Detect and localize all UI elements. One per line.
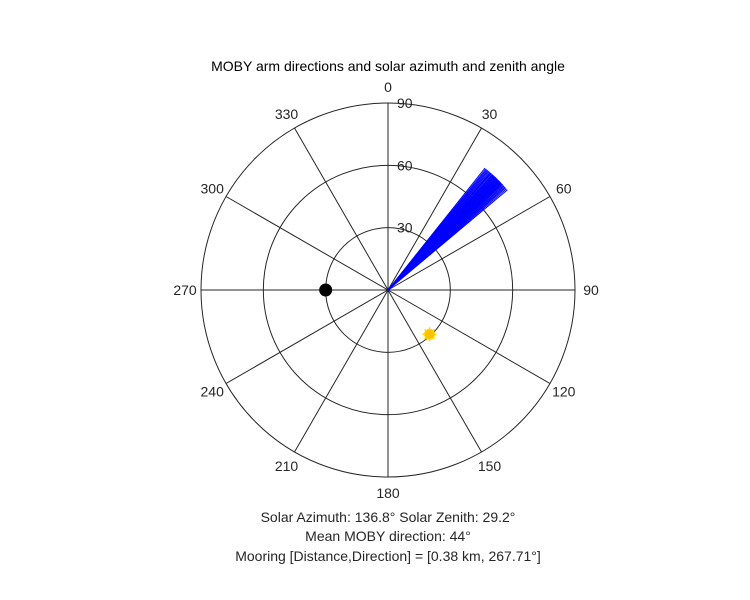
plot-area xyxy=(319,167,508,342)
grid-spoke-150 xyxy=(387,289,482,453)
theta-tick-label: 300 xyxy=(201,181,225,197)
grid-spoke-60 xyxy=(387,196,551,291)
theta-tick-label: 0 xyxy=(384,79,392,95)
annotation-mean-moby-direction: Mean MOBY direction: 44° xyxy=(305,528,471,544)
grid-spoke-300 xyxy=(225,196,389,291)
r-tick-label: 90 xyxy=(397,95,413,111)
grid-spoke-210 xyxy=(294,289,389,453)
r-tick-label: 60 xyxy=(397,157,413,173)
chart-title: MOBY arm directions and solar azimuth an… xyxy=(211,58,565,74)
sun-marker xyxy=(422,327,437,342)
theta-tick-label: 240 xyxy=(201,384,225,400)
mooring-marker xyxy=(319,283,333,297)
theta-tick-label: 330 xyxy=(275,106,299,122)
annotation-solar-angles: Solar Azimuth: 136.8° Solar Zenith: 29.2… xyxy=(261,509,516,525)
theta-tick-label: 120 xyxy=(552,384,576,400)
r-tick-label: 30 xyxy=(397,220,413,236)
annotation-mooring: Mooring [Distance,Direction] = [0.38 km,… xyxy=(235,548,541,564)
theta-tick-label: 150 xyxy=(478,458,502,474)
grid-spoke-30 xyxy=(387,127,482,291)
polar-grid xyxy=(200,102,576,478)
moby-arm-direction-line xyxy=(387,189,508,291)
grid-spoke-240 xyxy=(225,289,389,384)
grid-spoke-330 xyxy=(294,127,389,291)
sun-disc xyxy=(424,328,436,340)
theta-tick-label: 90 xyxy=(583,282,599,298)
theta-tick-label: 30 xyxy=(482,106,498,122)
grid-spoke-120 xyxy=(387,289,551,384)
tick-labels: 0 30 60 90 120 150 180 210 240 270 300 330 30 60 90 xyxy=(173,79,599,501)
theta-tick-label: 60 xyxy=(556,181,572,197)
theta-tick-label: 270 xyxy=(173,282,197,298)
annotations: Solar Azimuth: 136.8° Solar Zenith: 29.2… xyxy=(235,509,541,564)
theta-tick-label: 180 xyxy=(376,485,400,501)
theta-tick-label: 210 xyxy=(275,458,299,474)
